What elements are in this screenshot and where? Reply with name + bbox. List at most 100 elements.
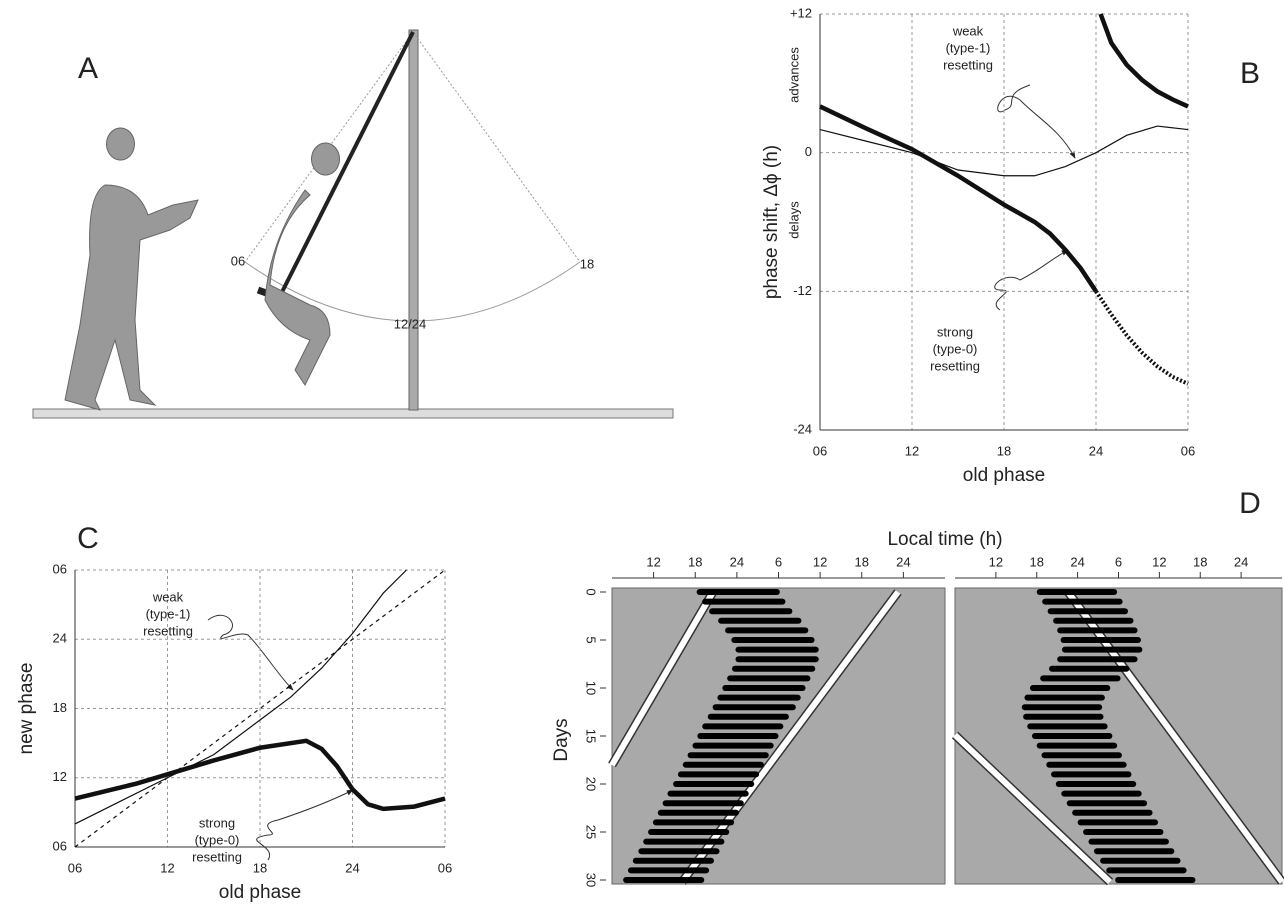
- activity-bar: [1067, 800, 1147, 806]
- x-axis-label: old phase: [963, 465, 1045, 486]
- activity-bar: [735, 656, 818, 662]
- activity-bar: [1057, 627, 1137, 633]
- activity-bar: [1051, 771, 1131, 777]
- activity-bar: [1049, 666, 1129, 672]
- activity-bar: [1030, 685, 1110, 691]
- x-tick-label: 24: [1089, 443, 1103, 458]
- x-tick-label: 12: [905, 443, 919, 458]
- x-axis-label: Local time (h): [887, 529, 1002, 550]
- y-tick-label: -12: [793, 283, 812, 298]
- activity-bar: [1048, 608, 1128, 614]
- activity-bar: [717, 695, 800, 701]
- activity-bar: [1061, 637, 1141, 643]
- activity-bar: [678, 771, 759, 777]
- x-tick-label: 6: [775, 554, 782, 569]
- activity-bar: [1061, 791, 1141, 797]
- activity-bar: [732, 666, 815, 672]
- curve: [1101, 14, 1188, 106]
- annotation: advances: [786, 47, 801, 103]
- y-tick-label: 10: [584, 681, 599, 695]
- activity-bar: [643, 839, 724, 845]
- activity-bar: [1115, 877, 1195, 883]
- activity-bar: [1037, 589, 1117, 595]
- y-axis-label: Days: [551, 718, 572, 761]
- activity-bar: [1072, 810, 1152, 816]
- annotation: strong: [937, 324, 973, 339]
- activity-bar: [722, 685, 805, 691]
- activity-bar: [702, 599, 785, 605]
- activity-bar: [638, 848, 719, 854]
- x-tick-label: 6: [1115, 554, 1122, 569]
- activity-bar: [663, 800, 744, 806]
- annotation: (type-1): [146, 606, 191, 621]
- activity-bar: [1022, 704, 1102, 710]
- x-tick-label: 24: [1070, 554, 1084, 569]
- y-axis-label: phase shift, Δϕ (h): [761, 145, 782, 299]
- y-tick-label: 18: [53, 700, 67, 715]
- swing-label: 12/24: [394, 316, 427, 331]
- y-tick-label: 0: [584, 588, 599, 595]
- x-tick-label: 12: [646, 554, 660, 569]
- x-tick-label: 18: [997, 443, 1011, 458]
- annotation-arrow: [208, 615, 293, 690]
- y-tick-label: 5: [584, 636, 599, 643]
- y-tick-label: -24: [793, 421, 812, 436]
- x-tick-label: 24: [730, 554, 744, 569]
- activity-bar: [648, 829, 729, 835]
- activity-bar: [1032, 733, 1112, 739]
- annotation: resetting: [930, 358, 980, 373]
- x-tick-label: 12: [989, 554, 1003, 569]
- activity-bar: [1023, 714, 1103, 720]
- activity-bar: [1100, 858, 1180, 864]
- activity-bar: [1046, 762, 1126, 768]
- activity-bar: [1089, 839, 1169, 845]
- x-tick-label: 18: [1193, 554, 1207, 569]
- activity-bar: [1083, 829, 1163, 835]
- activity-bar: [688, 752, 769, 758]
- x-tick-label: 18: [855, 554, 869, 569]
- x-tick-label: 24: [896, 554, 910, 569]
- activity-bar: [713, 704, 796, 710]
- y-tick-label: 06: [53, 838, 67, 853]
- x-tick-label: 12: [1152, 554, 1166, 569]
- activity-bar: [735, 647, 818, 653]
- activity-bar: [1027, 723, 1107, 729]
- y-axis-label: new phase: [16, 663, 37, 755]
- swing-label: 06: [231, 253, 245, 268]
- activity-bar: [1042, 599, 1122, 605]
- activity-bar: [653, 819, 734, 825]
- activity-bar: [1053, 618, 1133, 624]
- y-tick-label: 25: [584, 825, 599, 839]
- activity-bar: [628, 867, 709, 873]
- swing-label: 18: [580, 256, 594, 271]
- activity-bar: [1040, 675, 1120, 681]
- activity-bar: [718, 618, 801, 624]
- panel-label: A: [78, 52, 98, 85]
- activity-bar: [658, 810, 739, 816]
- activity-bar: [623, 877, 704, 883]
- activity-bar: [1042, 752, 1122, 758]
- activity-bar: [1078, 819, 1158, 825]
- curve: [1096, 291, 1188, 383]
- y-tick-label: 15: [584, 729, 599, 743]
- panel-label: C: [77, 522, 99, 555]
- activity-bar: [692, 743, 773, 749]
- y-tick-label: +12: [790, 5, 812, 20]
- annotation: resetting: [943, 57, 993, 72]
- y-tick-label: 06: [53, 561, 67, 576]
- annotation: weak: [952, 23, 984, 38]
- activity-bar: [697, 733, 778, 739]
- x-tick-label: 18: [688, 554, 702, 569]
- annotation: delays: [786, 201, 801, 239]
- activity-bar: [702, 723, 783, 729]
- x-tick-label: 06: [438, 860, 452, 875]
- x-tick-label: 18: [253, 860, 267, 875]
- y-tick-label: 12: [53, 769, 67, 784]
- y-tick-label: 30: [584, 873, 599, 887]
- annotation-arrow: [998, 85, 1075, 158]
- y-tick-label: 20: [584, 777, 599, 791]
- activity-bar: [708, 714, 789, 720]
- annotation: (type-1): [946, 40, 991, 55]
- annotation: strong: [199, 815, 235, 830]
- x-axis-label: old phase: [219, 882, 301, 903]
